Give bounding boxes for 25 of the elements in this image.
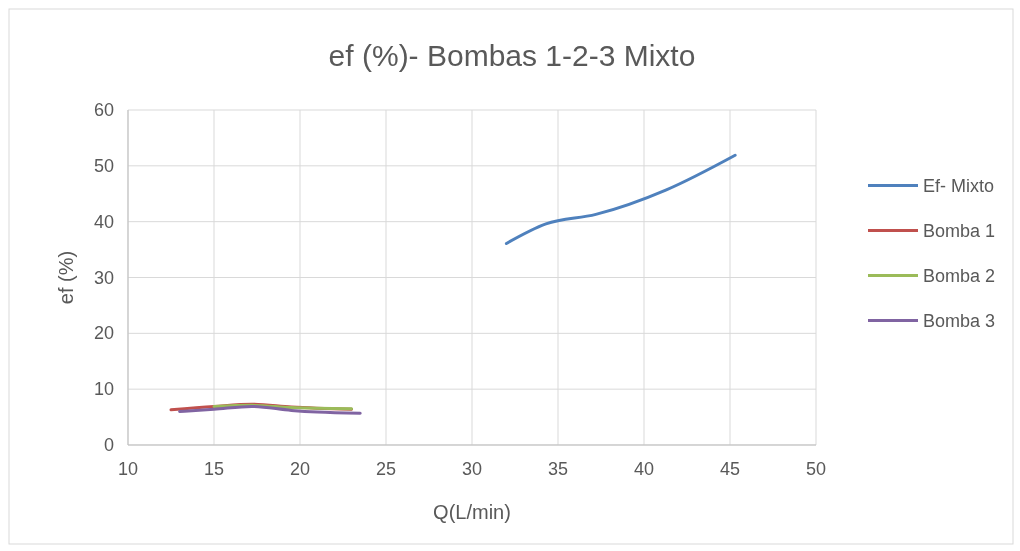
line-series [178, 404, 362, 415]
chart-title: ef (%)- Bombas 1-2-3 Mixto [328, 39, 696, 72]
line-series [504, 153, 737, 245]
x-axis-title: Q(L/min) [433, 501, 511, 523]
x-tick-label: 20 [289, 459, 311, 479]
x-tick-label: 15 [203, 459, 225, 479]
y-tick-label: 40 [93, 211, 114, 232]
y-tick-label: 60 [93, 100, 114, 120]
x-tick-label: 50 [805, 459, 827, 479]
legend-label: Bomba 3 [923, 310, 996, 331]
y-axis-title: ef (%) [55, 250, 77, 305]
legend-label: Bomba 2 [923, 265, 996, 286]
legend-label: Ef- Mixto [923, 175, 995, 196]
y-tick-label: 20 [93, 323, 114, 344]
y-tick-label: 0 [103, 435, 114, 455]
x-tick-label: 40 [633, 459, 655, 479]
x-tick-label: 25 [375, 459, 397, 479]
x-tick-label: 30 [461, 459, 483, 479]
y-tick-label: 50 [93, 155, 114, 176]
legend-label: Bomba 1 [923, 220, 996, 241]
x-tick-label: 45 [719, 459, 741, 479]
x-tick-label: 10 [117, 459, 139, 479]
x-tick-label: 35 [547, 459, 569, 479]
y-tick-label: 30 [93, 267, 114, 288]
y-tick-label: 10 [93, 379, 114, 400]
